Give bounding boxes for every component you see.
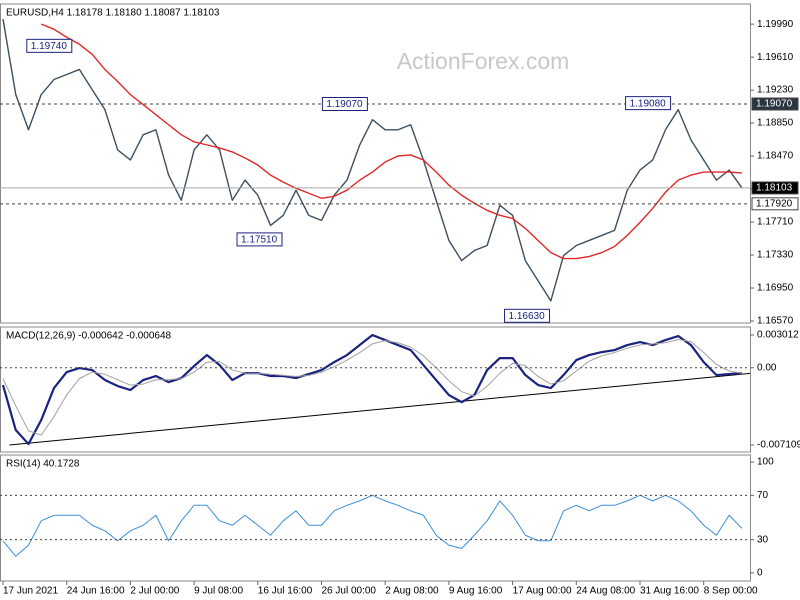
level-label: 1.19070: [756, 99, 793, 110]
panel: [2, 494, 743, 557]
price-label: 1.19740: [31, 41, 68, 52]
panel: [1, 333, 750, 446]
y-tick-label: 1.19990: [757, 19, 794, 30]
y-tick-label: 30: [757, 534, 769, 545]
y-tick-label: 100: [757, 457, 774, 468]
panel-title: RSI(14) 40.1728: [6, 459, 80, 470]
watermark: ActionForex.com: [397, 48, 570, 74]
panel-frame: [0, 3, 751, 324]
y-tick-label: -0.007109: [757, 440, 800, 451]
panel: [2, 18, 743, 302]
y-tick-label: 0.003012: [757, 330, 799, 341]
x-tick-label: 17 Jun 2021: [3, 586, 58, 597]
x-tick-label: 9 Aug 16:00: [449, 586, 503, 597]
x-tick-label: 2 Jul 00:00: [130, 586, 179, 597]
y-tick-label: 70: [757, 490, 769, 501]
y-tick-label: 1.17330: [757, 250, 794, 261]
y-tick-label: 1.17710: [757, 217, 794, 228]
price-label: 1.19080: [630, 98, 667, 109]
panel-frame: [0, 326, 751, 453]
x-tick-label: 2 Aug 08:00: [385, 586, 439, 597]
level-label-box: [751, 197, 799, 211]
y-tick-label: 1.16570: [757, 316, 794, 327]
series-line: [2, 18, 743, 302]
panel-title: EURUSD,H4 1.18178 1.18180 1.18087 1.1810…: [6, 8, 220, 19]
y-tick-label: 1.19610: [757, 52, 794, 63]
price-label-box: [504, 308, 551, 323]
level-label: 1.18103: [756, 183, 793, 194]
y-tick-label: 1.19230: [757, 85, 794, 96]
price-label: 1.17510: [241, 235, 278, 246]
trendline: [9, 372, 750, 446]
x-tick-label: 31 Aug 16:00: [640, 586, 699, 597]
x-tick-label: 8 Sep 00:00: [704, 586, 758, 597]
series-line: [2, 494, 743, 557]
y-tick-label: 0.00: [757, 362, 777, 373]
panel-title: MACD(12,26,9) -0.000642 -0.000648: [6, 331, 172, 342]
x-tick-label: 9 Jul 08:00: [194, 586, 243, 597]
price-label-box: [26, 38, 73, 53]
series-line: [40, 23, 742, 260]
x-tick-label: 16 Jul 16:00: [258, 586, 313, 597]
price-label-box: [321, 96, 368, 111]
price-label-box: [236, 232, 283, 247]
x-tick-label: 26 Jul 00:00: [322, 586, 377, 597]
price-label: 1.16630: [509, 311, 546, 322]
x-tick-label: 17 Aug 00:00: [513, 586, 572, 597]
y-tick-label: 1.18850: [757, 118, 794, 129]
y-tick-label: 1.18470: [757, 151, 794, 162]
price-label-box: [625, 96, 672, 111]
level-label-box: [751, 181, 799, 195]
series-line: [1, 333, 743, 446]
level-label-box: [751, 97, 799, 111]
y-tick-label: 0: [757, 568, 763, 579]
level-label: 1.17920: [756, 198, 793, 209]
x-tick-label: 24 Aug 08:00: [576, 586, 635, 597]
panel-frame: [0, 454, 751, 582]
price-label: 1.19070: [326, 99, 363, 110]
y-tick-label: 1.16950: [757, 283, 794, 294]
x-tick-label: 24 Jun 16:00: [67, 586, 125, 597]
series-line: [2, 339, 743, 436]
